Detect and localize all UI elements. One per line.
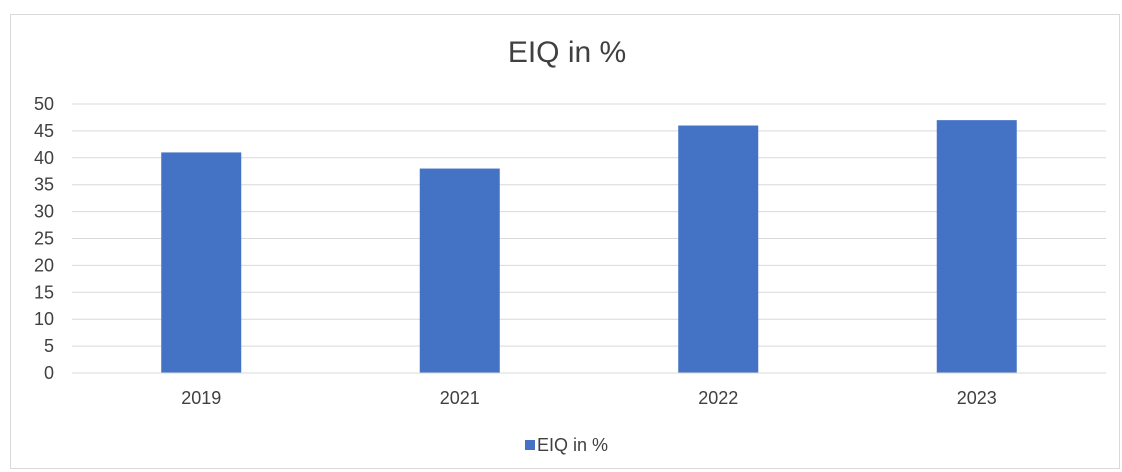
bar-2022: [678, 125, 759, 374]
chart-title: EIQ in %: [508, 36, 626, 69]
y-tick-label: 40: [34, 148, 54, 168]
x-axis-ticks: 2019 2021 2022 2023: [181, 388, 997, 408]
y-axis-ticks: 0 5 10 15 20 25 30 35 40 45 50: [34, 94, 54, 383]
y-tick-label: 5: [44, 336, 54, 356]
y-tick-label: 20: [34, 255, 54, 275]
gridlines: [72, 103, 1106, 347]
x-tick-label: 2023: [957, 388, 997, 408]
y-tick-label: 15: [34, 282, 54, 302]
y-tick-label: 35: [34, 175, 54, 195]
legend: EIQ in %: [525, 435, 608, 455]
bar-2019: [161, 152, 242, 373]
legend-swatch: [525, 440, 535, 450]
x-tick-label: 2022: [698, 388, 738, 408]
y-tick-label: 10: [34, 309, 54, 329]
y-tick-label: 25: [34, 229, 54, 249]
y-tick-label: 50: [34, 94, 54, 114]
y-tick-label: 0: [44, 363, 54, 383]
x-tick-label: 2021: [440, 388, 480, 408]
bar-2023: [936, 120, 1017, 373]
y-tick-label: 45: [34, 121, 54, 141]
bars: [161, 120, 1017, 374]
legend-label: EIQ in %: [537, 435, 608, 455]
bar-2021: [419, 168, 500, 373]
x-tick-label: 2019: [181, 388, 221, 408]
y-tick-label: 30: [34, 202, 54, 222]
